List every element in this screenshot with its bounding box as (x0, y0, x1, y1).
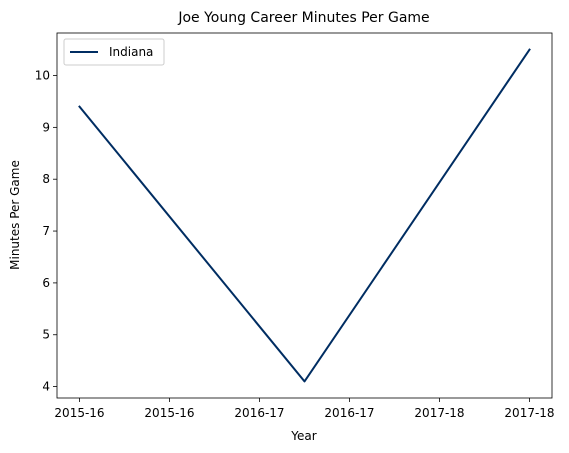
x-tick-label: 2015-16 (54, 406, 104, 420)
legend-label: Indiana (109, 45, 153, 59)
x-tick-label: 2017-18 (414, 406, 464, 420)
y-tick-label: 4 (42, 380, 50, 394)
y-axis-label: Minutes Per Game (8, 160, 22, 270)
plot-area: 2015-16 2015-16 2016-17 2016-17 2017-18 2017-… (35, 32, 555, 420)
y-tick-label: 6 (42, 276, 50, 290)
y-tick-label: 7 (42, 224, 50, 238)
series-line-indiana (78, 48, 531, 383)
x-tick-label: 2016-17 (234, 406, 284, 420)
y-tick-label: 8 (42, 172, 50, 186)
x-tick-label: 2015-16 (144, 406, 194, 420)
y-tick-label: 10 (35, 69, 50, 83)
x-tick-label: 2016-17 (324, 406, 374, 420)
x-tick-label: 2017-18 (504, 406, 554, 420)
x-axis-label: Year (290, 429, 316, 443)
axes-frame (56, 32, 553, 399)
y-tick-label: 9 (42, 120, 50, 134)
legend-box (63, 38, 165, 66)
chart-title: Joe Young Career Minutes Per Game (177, 10, 429, 26)
y-tick-label: 5 (42, 328, 50, 342)
